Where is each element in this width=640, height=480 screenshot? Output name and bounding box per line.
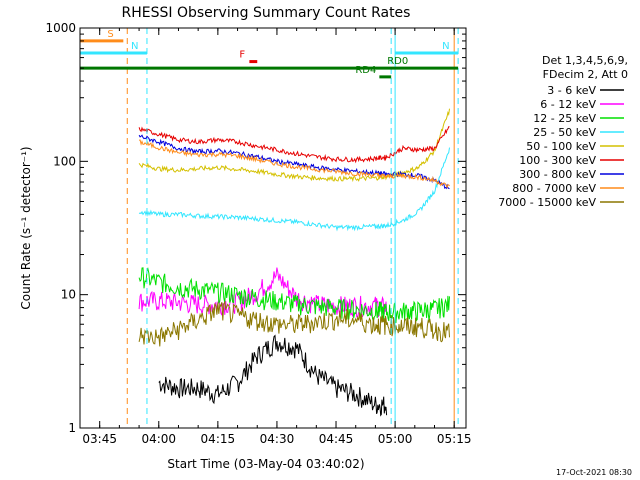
x-tick-label: 05:15 (437, 432, 472, 446)
x-tick-label: 05:00 (378, 432, 413, 446)
series-12to25keV-group (138, 267, 450, 324)
flag-label: N (442, 41, 449, 52)
series-line (138, 147, 450, 232)
plot-frame (79, 27, 467, 429)
legend-header: Det 1,3,4,5,6,9, (542, 54, 628, 67)
legend-label: 100 - 300 keV (519, 154, 596, 167)
flag-label: RD0 (387, 56, 408, 67)
x-tick-label: 04:30 (260, 432, 295, 446)
x-tick-label: 04:00 (141, 432, 176, 446)
flag-label: F (239, 50, 245, 61)
legend-label: 50 - 100 keV (526, 140, 596, 153)
series-line (138, 134, 450, 190)
legend-label: 12 - 25 keV (533, 112, 596, 125)
legend-label: 300 - 800 keV (519, 168, 596, 181)
flag-label: N (131, 41, 138, 52)
series-line (138, 126, 450, 164)
flag-overlays: S N N F RD0 RD4 (80, 28, 459, 428)
y-tick-label: 100 (53, 154, 76, 168)
x-tick-label: 03:45 (82, 432, 117, 446)
series-800to7000keV-group (139, 139, 450, 189)
flag-label: S (107, 29, 113, 40)
y-tick-label: 10 (61, 288, 76, 302)
series-line (158, 334, 388, 417)
legend: Det 1,3,4,5,6,9,FDecim 2, Att 0 3 - 6 keV… (498, 54, 628, 209)
x-tick-label: 04:15 (201, 432, 236, 446)
footer-date: 17-Oct-2021 08:30 (556, 468, 632, 477)
series-3to6keV-group (158, 334, 388, 417)
series-line (139, 139, 450, 189)
legend-label: 800 - 7000 keV (512, 182, 596, 195)
series-line (138, 300, 450, 347)
y-tick-label: 1000 (45, 21, 76, 35)
flag-label: RD4 (355, 65, 376, 76)
legend-label: 3 - 6 keV (547, 84, 596, 97)
series-line (138, 108, 450, 183)
legend-label: 6 - 12 keV (540, 98, 596, 111)
legend-label: 25 - 50 keV (533, 126, 596, 139)
legend-label: 7000 - 15000 keV (498, 196, 596, 209)
x-tick-label: 04:45 (319, 432, 354, 446)
y-tick-label: 1 (68, 421, 76, 435)
chart-title: RHESSI Observing Summary Count Rates (122, 5, 411, 21)
series-300to800keV-group (138, 134, 450, 190)
series-50to100keV-group (138, 108, 450, 183)
series-7000to15000keV-group (138, 300, 450, 347)
legend-header: FDecim 2, Att 0 (543, 68, 628, 81)
series-marks (138, 108, 450, 417)
series-100to300keV-group (138, 126, 450, 164)
axes: 03:45 04:00 04:15 04:30 04:45 05:00 05:15 1 10 10… (45, 21, 471, 446)
x-axis-label: Start Time (03-May-04 03:40:02) (167, 457, 364, 471)
series-line (138, 267, 450, 324)
y-axis-label: Count Rate (s⁻¹ detector⁻¹) (19, 146, 33, 309)
series-25to50keV-group (138, 147, 450, 232)
